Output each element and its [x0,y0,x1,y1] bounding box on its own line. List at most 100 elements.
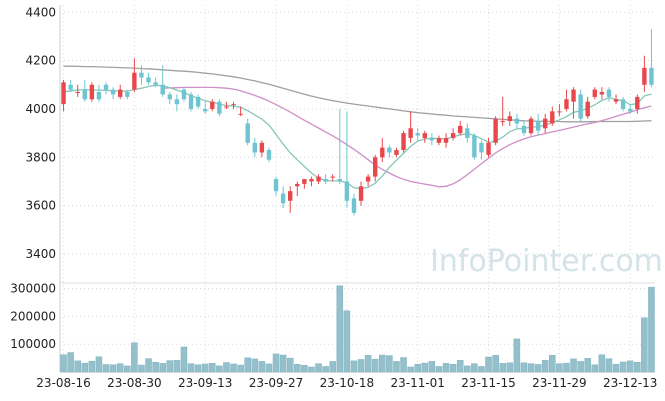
candle-body [436,137,442,143]
volume-bar [81,362,89,373]
volume-bar [258,361,266,373]
candle-body [224,106,229,108]
candle-body [465,128,470,138]
volume-bar [428,361,436,373]
watermark: InfoPointer.com [430,244,663,279]
volume-bar [527,363,535,373]
candle-body [628,108,633,112]
candle-body [68,84,73,90]
volume-bar [60,354,67,373]
volume-bar [492,355,499,373]
candle-body [160,84,165,95]
volume-bar [393,361,400,373]
volume-bar [584,358,591,373]
x-tick-label: 23-09-13 [178,376,232,390]
candle-body [132,72,137,90]
candle-body [571,89,576,102]
volume-bar [478,366,485,373]
volume-bar [216,365,223,373]
candle-body [82,89,87,100]
volume-bar [534,364,542,373]
candle-body [273,179,279,192]
candle-body [288,191,293,201]
candle-body [252,142,257,153]
volume-bar [499,363,506,373]
volume-bar [88,360,96,373]
volume-bar [442,363,450,373]
volume-bar [145,358,152,373]
candle-body [210,101,215,109]
candle-body [295,183,300,187]
volume-bar [435,366,443,373]
volume-bar [414,363,421,373]
price-tick-label: 3800 [25,150,56,164]
candle-body [493,118,498,143]
candle-body [557,111,562,113]
volume-bar [626,360,634,373]
volume-bar [379,354,386,373]
volume-bar [364,355,372,373]
volume-bar [265,363,273,373]
volume-bar [619,361,627,373]
candle-body [564,99,569,109]
volume-bar [464,365,471,373]
volume-tick-label: 100000 [10,337,56,351]
volume-bar [74,360,81,373]
volume-bar [272,353,280,373]
volume-bar [471,363,478,373]
candle-body [514,118,520,124]
volume-bar [641,317,648,373]
volume-bar [386,355,393,373]
volume-bar [612,363,620,373]
candle-body [592,89,597,97]
candle-body [344,181,350,201]
candle-body [443,137,449,143]
volume-bar [350,360,358,373]
candle-body [521,125,527,134]
candle-body [96,92,102,100]
volume-bar [407,366,414,373]
candle-body [167,94,172,100]
candle-body [146,77,151,83]
x-tick-label: 23-08-16 [36,376,90,390]
candle-body [365,176,371,182]
volume-bar [322,366,329,373]
volume-bar [315,363,322,373]
candle-layer [61,29,654,216]
volume-bar [485,356,492,373]
volume-bar [648,286,655,373]
volume-bar [180,346,188,373]
volume-bar [563,362,570,373]
candle-body [458,125,463,134]
volume-bar [421,362,429,373]
volume-bar [634,362,641,373]
candle-body [500,121,505,123]
candle-body [330,176,335,178]
volume-bar [371,358,379,373]
candle-body [635,96,640,109]
candle-body [585,101,590,117]
x-tick-label: 23-12-13 [603,376,657,390]
price-tick-label: 4200 [25,54,56,68]
volume-bar [251,358,259,373]
candle-body [309,179,314,182]
candle-body [61,82,66,105]
candle-body [479,142,484,153]
volume-bar [556,363,563,373]
ma-short-line [63,84,652,190]
price-tick-label: 3600 [25,199,56,213]
volume-bar [336,285,344,373]
volume-bar [102,364,110,373]
volume-bar [400,357,407,373]
volume-layer [60,285,655,373]
candle-body [373,157,378,177]
candle-body [188,94,194,109]
candle-body [259,142,265,153]
volume-bar [577,361,584,373]
volume-bar [591,364,599,373]
volume-bar [223,362,230,373]
grid-layer [59,5,655,373]
volume-bar [329,361,336,373]
